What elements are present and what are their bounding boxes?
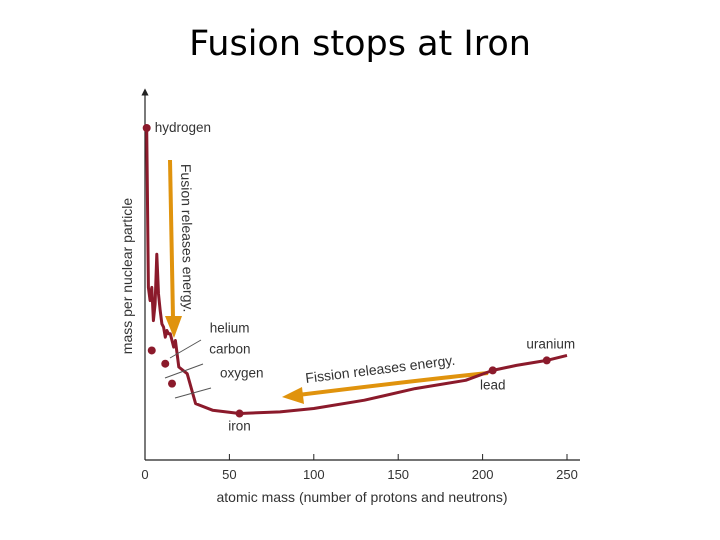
fusion-arrow [165,159,182,338]
x-ticks: 0 50 100 150 200 250 [141,454,578,482]
point-carbon [161,359,170,368]
data-points [142,124,551,418]
label-hydrogen: hydrogen [155,120,211,135]
label-helium: helium [210,320,250,335]
x-tick-label: 250 [556,467,578,482]
series-line [145,127,568,415]
x-tick-label: 0 [141,467,148,482]
x-tick-label: 150 [387,467,409,482]
label-lead: lead [480,377,506,392]
leader-lines [164,339,212,399]
point-lead [488,366,497,375]
point-uranium [542,356,551,365]
label-iron: iron [228,419,251,434]
fission-arrow [282,371,489,404]
x-tick-label: 200 [472,467,494,482]
slide-title: Fusion stops at Iron [189,24,531,64]
label-oxygen: oxygen [220,366,264,381]
x-tick-label: 100 [303,467,325,482]
y-axis-label: mass per nuclear particle [119,198,135,355]
point-helium [147,346,156,355]
fusion-annotation: Fusion releases energy. [178,164,197,313]
point-labels: hydrogen helium carbon oxygen iron lead uraniu… [155,120,575,434]
point-oxygen [168,379,177,388]
point-iron [235,409,244,418]
label-uranium: uranium [526,336,575,351]
point-hydrogen [142,124,151,132]
x-axis-label: atomic mass (number of protons and neutr… [216,489,507,505]
label-carbon: carbon [209,342,250,357]
x-tick-label: 50 [222,467,236,482]
